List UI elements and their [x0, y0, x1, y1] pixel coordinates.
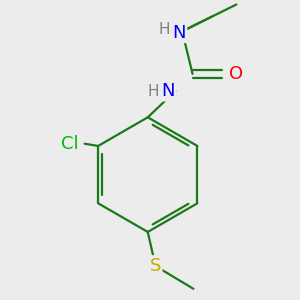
Text: N: N: [162, 82, 175, 100]
Text: O: O: [230, 65, 244, 83]
Text: Cl: Cl: [61, 135, 79, 153]
Text: H: H: [148, 84, 159, 99]
Text: S: S: [150, 256, 161, 274]
Text: N: N: [172, 24, 186, 42]
Text: H: H: [159, 22, 170, 37]
